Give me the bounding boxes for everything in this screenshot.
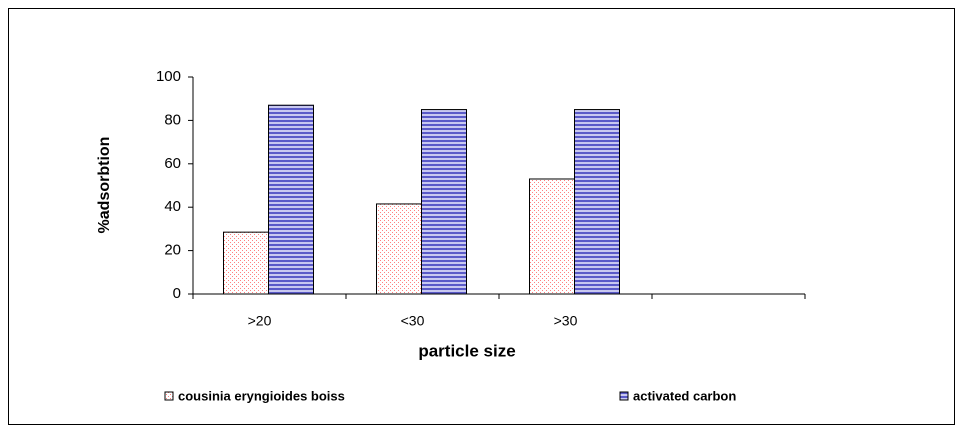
bar xyxy=(268,104,314,295)
bar xyxy=(223,231,269,295)
bar xyxy=(376,203,422,295)
y-tick-label: 20 xyxy=(164,242,181,259)
bar xyxy=(574,109,620,295)
x-tick-label: >20 xyxy=(248,313,272,329)
legend-swatch xyxy=(164,391,174,401)
y-tick-label: 0 xyxy=(173,285,181,302)
y-axis-title: %adsorbtion xyxy=(96,137,113,234)
x-tick-label: <30 xyxy=(401,313,425,329)
y-tick-label: 100 xyxy=(156,68,181,85)
legend-swatch xyxy=(619,391,629,401)
legend-label: activated carbon xyxy=(633,388,736,403)
chart-border xyxy=(8,8,955,425)
x-axis-title: particle size xyxy=(418,341,515,360)
x-tick-label: >30 xyxy=(554,313,578,329)
bar xyxy=(421,109,467,295)
y-tick-label: 60 xyxy=(164,155,181,172)
bar xyxy=(529,178,575,295)
y-tick-label: 80 xyxy=(164,111,181,128)
y-tick-label: 40 xyxy=(164,198,181,215)
legend-label: cousinia eryngioides boiss xyxy=(178,388,345,403)
